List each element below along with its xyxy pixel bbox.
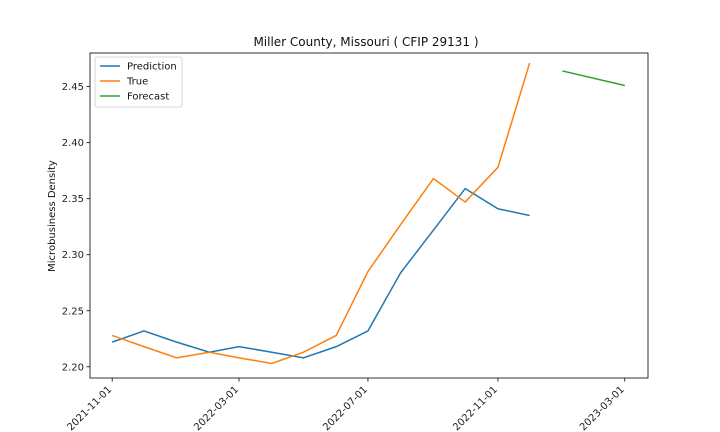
plot-frame [89,52,649,379]
x-tick-label: 2022-03-01 [192,384,241,432]
x-tick-label: 2023-03-01 [578,384,627,432]
y-tick-label: 2.35 [62,194,84,205]
y-tick-label: 2.25 [62,306,84,317]
series-line-true [111,62,531,365]
x-tick-label: 2022-11-01 [451,384,500,432]
legend-label-true: True [126,77,148,88]
legend-box [94,56,183,108]
y-tick-label: 2.30 [62,250,84,261]
y-axis-label: Microbusiness Density [47,160,58,272]
series-line-prediction [111,187,530,359]
x-tick-label: 2021-11-01 [65,384,114,432]
x-axis-ticks: 2021-11-01 2022-03-01 2022-07-01 2022-11-01… [65,378,627,432]
legend: Prediction True Forecast [94,56,183,108]
chart-title: Miller County, Missouri ( CFIP 29131 ) [253,35,478,49]
y-tick-label: 2.40 [62,138,84,149]
y-tick-label: 2.45 [62,82,84,93]
y-tick-label: 2.20 [62,362,84,373]
series-line-forecast [562,70,625,87]
y-axis-ticks: 2.20 2.25 2.30 2.35 2.40 2.45 [62,82,90,373]
plot-lines [111,62,625,365]
x-tick-label: 2022-07-01 [321,384,370,432]
legend-label-prediction: Prediction [127,62,177,73]
legend-label-forecast: Forecast [127,92,169,103]
